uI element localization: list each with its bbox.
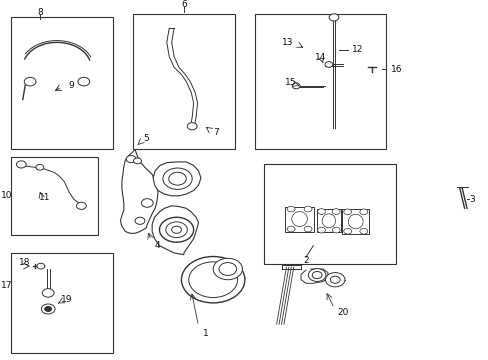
Text: 13: 13 xyxy=(281,38,292,47)
Circle shape xyxy=(163,168,192,189)
Circle shape xyxy=(328,14,338,21)
Text: 18: 18 xyxy=(19,258,30,267)
Text: 4: 4 xyxy=(154,241,160,250)
Text: 19: 19 xyxy=(61,295,72,304)
Circle shape xyxy=(78,77,89,86)
Text: 9: 9 xyxy=(69,81,74,90)
Text: 10: 10 xyxy=(1,191,13,200)
Circle shape xyxy=(181,257,244,303)
Circle shape xyxy=(308,269,325,282)
Text: 1: 1 xyxy=(203,329,208,338)
Bar xyxy=(264,164,395,264)
Text: 16: 16 xyxy=(390,65,401,74)
Circle shape xyxy=(187,123,197,130)
Circle shape xyxy=(359,209,367,215)
Circle shape xyxy=(304,206,311,212)
Polygon shape xyxy=(153,162,201,196)
Circle shape xyxy=(36,165,44,170)
Text: 17: 17 xyxy=(1,280,13,289)
Text: 11: 11 xyxy=(39,193,50,202)
Circle shape xyxy=(37,263,45,269)
Circle shape xyxy=(76,202,86,210)
Bar xyxy=(316,209,341,233)
Circle shape xyxy=(171,226,181,233)
Circle shape xyxy=(359,228,367,234)
Circle shape xyxy=(330,276,340,283)
Circle shape xyxy=(41,304,55,314)
Circle shape xyxy=(17,161,26,168)
Circle shape xyxy=(165,222,187,238)
Polygon shape xyxy=(152,206,198,255)
Bar xyxy=(11,17,113,149)
Text: 3: 3 xyxy=(468,195,474,204)
Circle shape xyxy=(304,226,311,232)
Text: 15: 15 xyxy=(284,78,295,87)
Circle shape xyxy=(343,228,351,234)
Circle shape xyxy=(24,77,36,86)
Circle shape xyxy=(292,83,300,89)
Circle shape xyxy=(42,289,54,297)
Bar xyxy=(11,253,113,353)
Circle shape xyxy=(317,209,325,215)
Circle shape xyxy=(286,226,294,232)
Bar xyxy=(132,14,235,149)
Circle shape xyxy=(133,158,141,164)
Circle shape xyxy=(126,156,136,163)
Bar xyxy=(11,157,98,235)
Ellipse shape xyxy=(347,214,363,229)
Circle shape xyxy=(159,217,193,242)
Text: 8: 8 xyxy=(37,8,42,17)
Circle shape xyxy=(312,271,322,279)
Text: 14: 14 xyxy=(314,53,325,62)
Circle shape xyxy=(213,258,242,280)
Text: 7: 7 xyxy=(212,128,218,137)
Text: 12: 12 xyxy=(351,45,362,54)
Circle shape xyxy=(325,62,332,67)
Text: 5: 5 xyxy=(143,134,149,143)
Circle shape xyxy=(168,172,186,185)
Bar xyxy=(254,14,386,149)
Text: 20: 20 xyxy=(336,309,347,318)
Circle shape xyxy=(325,273,344,287)
Bar xyxy=(285,207,313,231)
Text: 2: 2 xyxy=(303,256,308,265)
Circle shape xyxy=(332,227,340,233)
Circle shape xyxy=(188,262,237,298)
Circle shape xyxy=(135,217,144,224)
Polygon shape xyxy=(120,149,158,233)
Ellipse shape xyxy=(291,212,307,226)
Circle shape xyxy=(141,199,153,207)
Circle shape xyxy=(219,262,236,275)
Circle shape xyxy=(332,209,340,215)
Circle shape xyxy=(45,306,52,311)
Circle shape xyxy=(286,206,294,212)
Circle shape xyxy=(317,227,325,233)
Text: 6: 6 xyxy=(181,0,186,9)
Ellipse shape xyxy=(322,214,335,228)
Bar xyxy=(342,210,368,234)
Circle shape xyxy=(343,209,351,215)
